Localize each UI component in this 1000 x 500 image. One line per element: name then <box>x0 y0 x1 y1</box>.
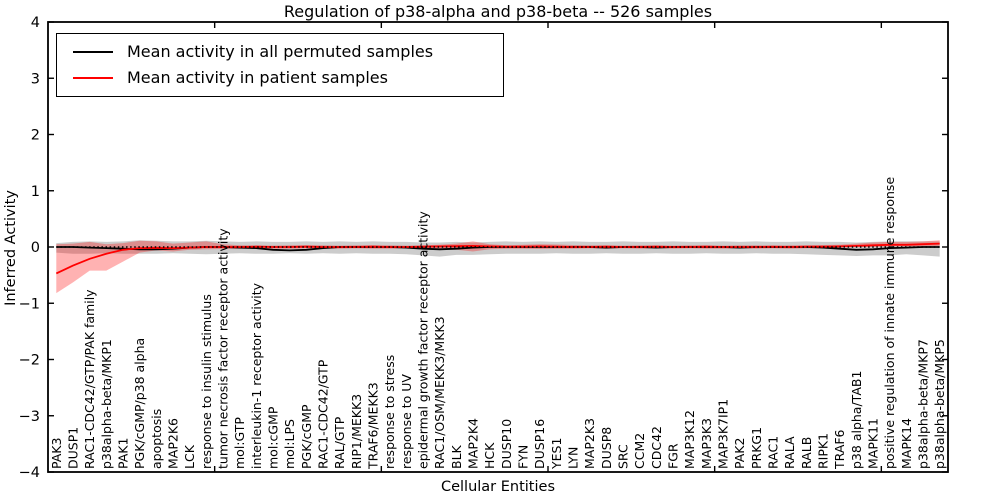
category-label: apoptosis <box>149 409 164 469</box>
category-label: positive regulation of innate immune res… <box>882 177 897 469</box>
x-axis-label: Cellular Entities <box>440 479 556 495</box>
legend-entry-patient: Mean activity in patient samples <box>57 67 503 87</box>
permuted-band <box>56 240 940 257</box>
category-label: PAK3 <box>49 438 64 469</box>
category-label: RIP1/MEKK3 <box>349 394 364 469</box>
category-label: RALB <box>799 437 814 469</box>
category-label: YES1 <box>549 438 564 470</box>
category-label: mol:GTP <box>232 417 247 469</box>
category-label: p38alpha-beta/MKP7 <box>916 339 931 469</box>
category-label: response to insulin stimulus <box>199 294 214 469</box>
category-label: TRAF6 <box>832 429 847 470</box>
category-label: PGK/cGMP <box>299 404 314 469</box>
category-label: RAL/GTP <box>332 416 347 469</box>
category-label: TRAF6/MEKK3 <box>366 382 381 470</box>
category-label: DUSP8 <box>599 427 614 469</box>
category-label: MAP3K3 <box>699 418 714 469</box>
patient-line-swatch-icon <box>73 76 113 79</box>
category-label: epidermal growth factor receptor activit… <box>416 211 431 469</box>
legend-entry-permuted: Mean activity in all permuted samples <box>57 43 503 61</box>
category-label: DUSP16 <box>532 419 547 469</box>
category-label: DUSP1 <box>66 427 81 469</box>
category-label: p38 alpha/TAB1 <box>849 371 864 469</box>
y-tick-label: −3 <box>19 409 40 425</box>
category-label: BLK <box>449 444 464 469</box>
y-axis-label: Inferred Activity <box>3 190 19 306</box>
y-tick-label: 2 <box>31 128 40 144</box>
category-label: RIPK1 <box>816 433 831 469</box>
category-label: p38alpha-beta/MKP5 <box>932 339 947 469</box>
permuted-line-swatch-icon <box>73 51 113 54</box>
category-label: CDC42 <box>649 426 664 469</box>
category-label: MAP2K3 <box>582 418 597 469</box>
y-tick-label: −2 <box>19 353 40 369</box>
category-label: interleukin-1 receptor activity <box>249 282 264 469</box>
category-label: LCK <box>182 444 197 469</box>
category-label: CCM2 <box>632 433 647 469</box>
category-label: MAP3K7IP1 <box>716 399 731 469</box>
patient-line <box>55 242 940 275</box>
y-tick-label: −4 <box>19 465 40 481</box>
category-label: FYN <box>516 445 531 469</box>
category-label: MAP2K6 <box>166 418 181 469</box>
category-label: MAPK11 <box>866 418 881 469</box>
category-label: FGR <box>666 443 681 469</box>
y-tick-label: 0 <box>31 240 40 256</box>
category-label: response to UV <box>399 374 414 469</box>
legend: Mean activity in all permuted samples Me… <box>56 33 504 97</box>
y-tick-label: −1 <box>19 296 40 312</box>
y-tick-label: 3 <box>31 71 40 87</box>
category-label: RAC1-CDC42/GTP/PAK family <box>82 289 97 469</box>
category-label: response to stress <box>382 355 397 469</box>
category-label: mol:cGMP <box>266 406 281 469</box>
category-label: PAK2 <box>732 438 747 469</box>
category-label: DUSP10 <box>499 419 514 469</box>
category-label: mol:LPS <box>282 419 297 469</box>
category-label: PGK/cGMP/p38 alpha <box>132 338 147 469</box>
y-tick-label: 1 <box>31 184 40 200</box>
legend-label-patient: Mean activity in patient samples <box>127 67 388 87</box>
y-tick-label: 4 <box>31 15 40 31</box>
category-label: MAP2K4 <box>466 418 481 469</box>
category-label: PAK1 <box>116 438 131 469</box>
category-label: RAC1 <box>766 436 781 469</box>
category-label: p38alpha-beta/MKP1 <box>99 339 114 469</box>
category-label: MAPK14 <box>899 418 914 469</box>
chart-title: Regulation of p38-alpha and p38-beta -- … <box>283 2 713 21</box>
category-label: RAC1-CDC42/GTP <box>316 359 331 469</box>
category-label: MAP3K12 <box>682 410 697 469</box>
category-label: SRC <box>616 444 631 469</box>
category-label: LYN <box>566 447 581 469</box>
category-label: RAC1/OSM/MEKK3/MKK3 <box>432 316 447 469</box>
category-label: tumor necrosis factor receptor activity <box>216 228 231 469</box>
category-label: PRKG1 <box>749 427 764 469</box>
category-label: HCK <box>482 442 497 469</box>
category-label: RALA <box>782 436 797 469</box>
legend-label-permuted: Mean activity in all permuted samples <box>127 42 434 62</box>
